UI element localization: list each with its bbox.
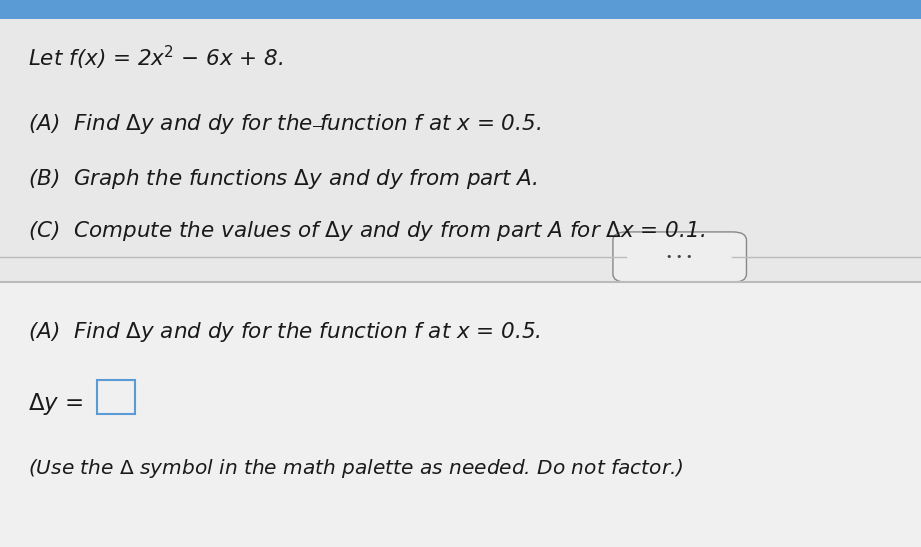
Text: Let f(x) = 2x$^2$ $-$ 6x + 8.: Let f(x) = 2x$^2$ $-$ 6x + 8. [28, 44, 283, 72]
Text: (A)  Find $\Delta$y and dy for the function f at x = 0.5.: (A) Find $\Delta$y and dy for the functi… [28, 320, 541, 344]
Text: $\Delta$y =: $\Delta$y = [28, 391, 83, 417]
Text: (Use the $\Delta$ symbol in the math palette as needed. Do not factor.): (Use the $\Delta$ symbol in the math pal… [28, 457, 683, 480]
FancyBboxPatch shape [613, 232, 746, 282]
Bar [0, 0, 921, 19]
Bar [0, 282, 921, 547]
Text: (C)  Compute the values of $\Delta$y and dy from part A for $\Delta$x = 0.1.: (C) Compute the values of $\Delta$y and … [28, 219, 705, 243]
FancyBboxPatch shape [97, 380, 135, 414]
Text: (B)  Graph the functions $\Delta$y and dy from part A.: (B) Graph the functions $\Delta$y and dy… [28, 167, 537, 191]
Text: (A)  Find $\Delta$y and dy for the$\mathregular{\overline{\ }}$function f at x =: (A) Find $\Delta$y and dy for the$\mathr… [28, 112, 541, 136]
Text: • • •: • • • [667, 252, 693, 262]
Bar [0, 19, 921, 282]
